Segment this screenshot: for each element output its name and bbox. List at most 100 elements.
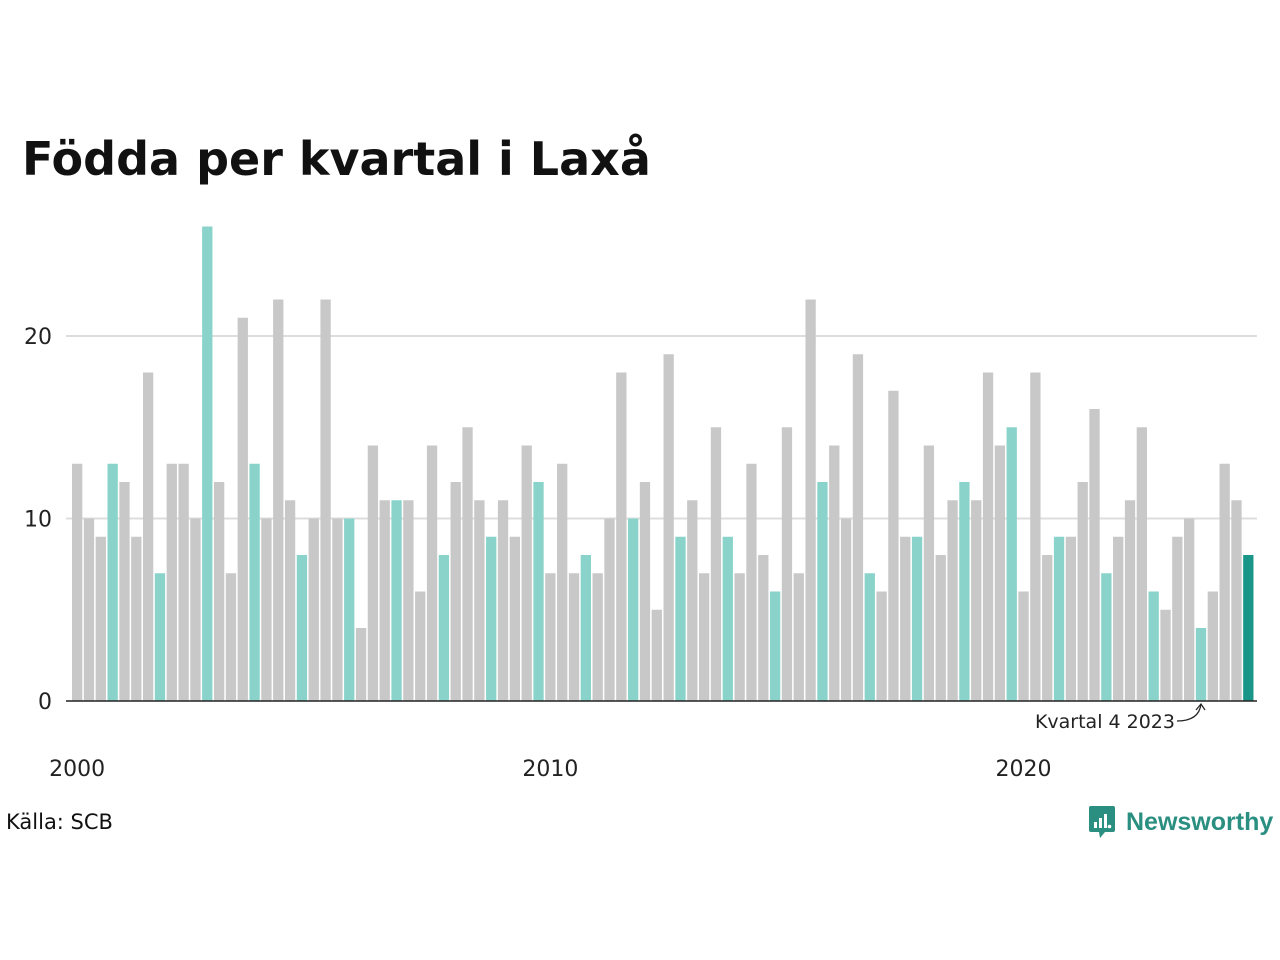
bar [1243, 555, 1254, 701]
annotation-arrow-icon [1176, 703, 1202, 722]
bar [829, 445, 840, 701]
annotation-label: Kvartal 4 2023 [1035, 711, 1175, 733]
bar [1077, 482, 1088, 701]
bar [249, 463, 260, 701]
y-tick-label: 0 [38, 690, 52, 715]
bar [959, 482, 970, 701]
bar [758, 555, 769, 701]
bar [923, 445, 935, 701]
bar [793, 573, 804, 701]
bar [308, 518, 319, 701]
bar [994, 445, 1006, 701]
bar [781, 427, 793, 701]
bar [521, 445, 532, 701]
bar [1136, 427, 1147, 701]
chart-title: Födda per kvartal i Laxå [22, 132, 651, 186]
bar [840, 518, 852, 701]
bar [178, 463, 189, 701]
annotation-arrowhead-icon [1195, 702, 1206, 711]
bar [852, 354, 864, 701]
bar [379, 500, 390, 701]
bar [320, 299, 331, 701]
bar [107, 463, 118, 701]
bar [1006, 427, 1017, 701]
bar [982, 372, 994, 701]
bar [805, 299, 816, 701]
bar [557, 463, 568, 701]
bar [769, 591, 781, 701]
bar [154, 573, 166, 701]
bar [663, 354, 674, 701]
bar [426, 445, 438, 701]
y-axis-ticks: 0 10 20 [24, 325, 52, 715]
bar [237, 317, 248, 701]
bar [628, 518, 639, 701]
source-note: Källa: SCB [6, 810, 113, 834]
bar [592, 573, 603, 701]
bar [213, 482, 225, 701]
bar [533, 482, 544, 701]
bar [1030, 372, 1041, 701]
bar [225, 573, 237, 701]
bar [900, 536, 911, 701]
bar [202, 226, 213, 701]
bar [415, 591, 426, 701]
bar [722, 536, 733, 701]
x-tick-label: 2020 [996, 757, 1052, 782]
newsworthy-logo-icon [1089, 806, 1115, 838]
bar [1113, 536, 1124, 701]
bar [332, 518, 343, 701]
bar [83, 518, 95, 701]
bars [72, 226, 1254, 701]
bar [1089, 409, 1100, 701]
bar [344, 518, 355, 701]
x-axis-ticks: 2000 2010 2020 [49, 757, 1051, 782]
x-tick-label: 2000 [49, 757, 105, 782]
bar [580, 555, 591, 701]
bar [1231, 500, 1242, 701]
bar [462, 427, 473, 701]
bar [746, 463, 757, 701]
bar [284, 500, 296, 701]
bar [971, 500, 982, 701]
bar [888, 390, 899, 701]
bar [403, 500, 414, 701]
bar [710, 427, 722, 701]
bar [142, 372, 154, 701]
bar [1018, 591, 1029, 701]
bar [698, 573, 710, 701]
bar [935, 555, 946, 701]
bar [1101, 573, 1112, 701]
bar [1207, 591, 1218, 701]
bar [1042, 555, 1053, 701]
bar [438, 555, 450, 701]
bar [876, 591, 887, 701]
bar [651, 609, 662, 701]
bar [1172, 536, 1183, 701]
bar [95, 536, 106, 701]
bar [497, 500, 509, 701]
bar [639, 482, 651, 701]
bar [1148, 591, 1159, 701]
annotation: Kvartal 4 2023 [1035, 702, 1206, 733]
bar [190, 518, 201, 701]
bar [568, 573, 580, 701]
bar [391, 500, 402, 701]
bar [72, 463, 83, 701]
bar [911, 536, 923, 701]
brand-logo: Newsworthy [1088, 804, 1273, 840]
bar [687, 500, 698, 701]
bar [1053, 536, 1065, 701]
bar [486, 536, 497, 701]
bar [509, 536, 521, 701]
bar [947, 500, 958, 701]
bar [131, 536, 142, 701]
bar [355, 628, 367, 701]
bar [1195, 628, 1207, 701]
bar [1160, 609, 1171, 701]
bar [261, 518, 272, 701]
bar [367, 445, 379, 701]
bar [273, 299, 284, 701]
y-tick-label: 20 [24, 325, 52, 350]
bar [1184, 518, 1195, 701]
